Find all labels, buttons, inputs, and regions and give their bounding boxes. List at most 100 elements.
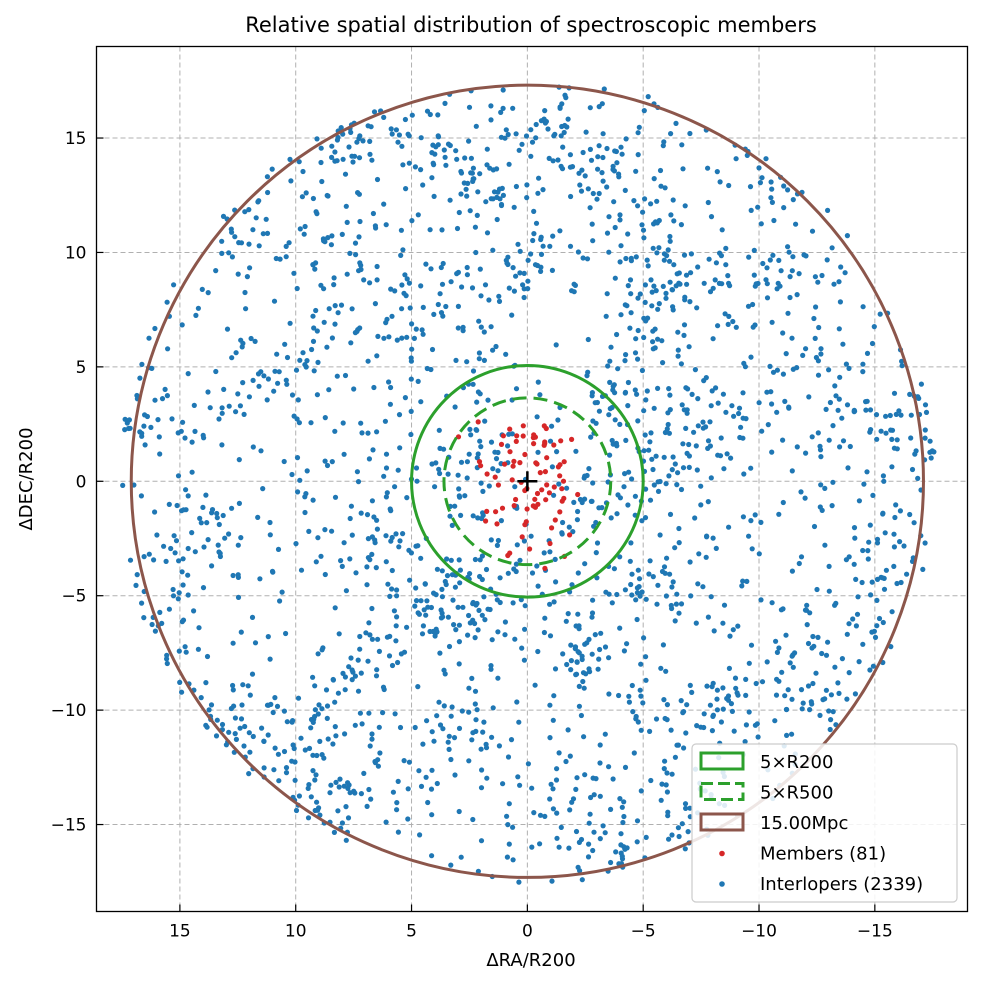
interloper-point [428,786,435,792]
interloper-point [610,387,616,393]
interloper-point [498,134,504,140]
interloper-point [650,245,656,251]
interloper-point [179,619,185,625]
interloper-point [740,514,747,520]
interloper-point [161,543,167,549]
interloper-point [535,583,541,589]
interloper-point [495,468,501,474]
interloper-point [230,682,236,689]
interloper-point [819,272,825,279]
interloper-point [789,653,795,659]
interloper-point [881,478,887,484]
interloper-point [375,763,381,769]
member-point [567,532,573,538]
interloper-point [773,692,780,698]
interloper-point [152,628,158,634]
interloper-point [400,531,406,537]
interloper-point [488,103,494,109]
interloper-point [922,427,928,433]
interloper-point [402,272,408,278]
interloper-point [636,576,643,582]
interloper-point [750,301,756,308]
interloper-point [192,428,198,434]
interloper-point [584,373,590,379]
interloper-point [321,286,327,292]
interloper-point [853,623,860,629]
interloper-point [705,438,712,444]
interloper-point [213,733,220,739]
interloper-point [305,815,312,821]
interloper-point [639,367,646,374]
interloper-point [528,127,534,133]
interloper-point [478,293,484,299]
interloper-point [418,167,424,173]
interloper-point [784,706,790,713]
interloper-point [704,683,710,689]
interloper-point [570,796,577,802]
interloper-point [365,536,371,542]
interloper-point [495,629,501,635]
interloper-point [535,449,541,455]
interloper-point [531,810,537,816]
interloper-point [629,592,635,598]
interloper-point [164,652,170,658]
interloper-point [484,775,490,781]
interloper-point [674,271,680,277]
interloper-point [159,396,166,402]
interloper-point [293,367,300,373]
interloper-point [720,685,726,691]
interloper-point [456,622,462,628]
interloper-point [335,310,341,316]
interloper-point [566,845,572,851]
interloper-point [717,179,723,185]
y-tick-label: 10 [65,243,87,263]
interloper-point [241,743,247,749]
interloper-point [634,839,640,845]
interloper-point [387,593,393,600]
interloper-point [229,505,235,511]
member-point [555,464,562,470]
member-point [500,433,506,439]
interloper-point [587,811,593,817]
interloper-point [470,816,476,823]
interloper-point [313,772,319,778]
interloper-point [844,631,850,637]
interloper-point [603,313,609,319]
interloper-point [682,297,688,303]
interloper-point [470,381,476,387]
interloper-point [374,176,381,183]
member-point [557,473,563,479]
interloper-point [739,583,745,589]
interloper-point [828,717,834,723]
interloper-point [700,425,706,431]
interloper-point [486,483,492,489]
interloper-point [532,682,538,688]
interloper-point [651,176,657,182]
interloper-point [533,220,540,226]
interloper-point [606,655,612,661]
interloper-point [461,180,467,186]
interloper-point [295,397,301,403]
interloper-point [540,243,546,249]
interloper-point [396,132,402,138]
interloper-point [261,373,267,379]
interloper-point [133,582,139,589]
interloper-point [688,251,695,257]
interloper-point [474,212,480,218]
interloper-point [418,598,424,604]
interloper-point [643,596,649,602]
interloper-point [642,515,649,521]
interloper-point [413,585,419,591]
interloper-point [470,617,476,623]
interloper-point [176,590,182,596]
interloper-point [577,868,583,874]
interloper-point [389,131,395,137]
interloper-point [582,473,588,479]
interloper-point [529,139,536,145]
member-point [483,518,489,524]
interloper-point [283,630,289,637]
interloper-point [170,586,176,593]
interloper-point [393,531,399,537]
interloper-point [650,466,656,473]
